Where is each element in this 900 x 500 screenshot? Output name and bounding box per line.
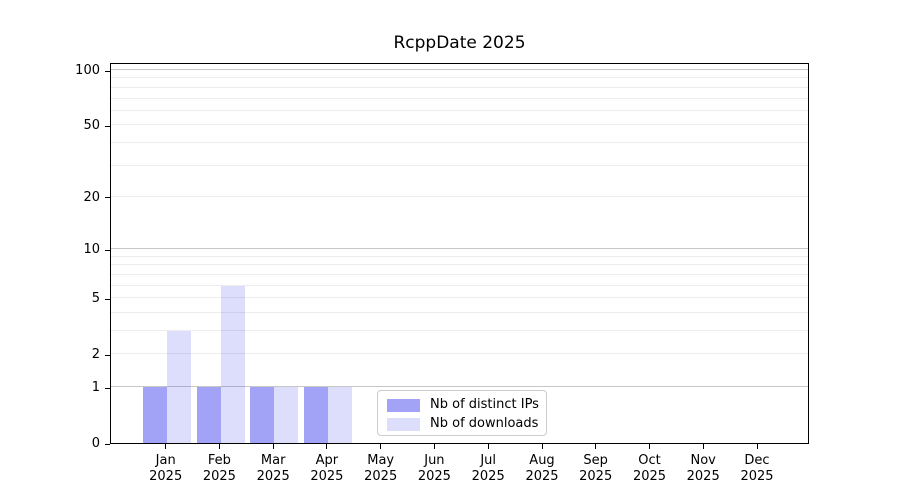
- gridline-minor: [111, 330, 808, 331]
- x-tick-label: Jan 2025: [149, 453, 183, 484]
- gridline-minor: [111, 97, 808, 99]
- x-tick-label: Feb 2025: [202, 453, 236, 484]
- gridline-minor: [111, 297, 808, 299]
- gridline-minor: [111, 311, 808, 313]
- x-tick: [595, 444, 597, 449]
- x-tick-label: Nov 2025: [686, 453, 720, 484]
- gridline-major: [111, 248, 808, 250]
- gridline-minor: [111, 141, 808, 143]
- gridline-minor: [111, 255, 808, 257]
- y-tick-label: 0: [91, 436, 100, 451]
- x-tick: [218, 444, 220, 449]
- gridline-minor: [111, 195, 808, 197]
- gridline-minor: [111, 264, 808, 266]
- x-tick: [756, 444, 758, 449]
- y-tick-label: 10: [83, 242, 100, 258]
- bar-downloads: [274, 387, 299, 443]
- chart-title: RcppDate 2025: [393, 33, 526, 53]
- gridline-minor: [111, 273, 808, 275]
- gridline-minor: [111, 284, 808, 286]
- gridline-major: [111, 69, 808, 70]
- gridline-minor: [111, 86, 808, 88]
- gridline-minor: [111, 77, 808, 79]
- y-tick: [105, 197, 110, 199]
- legend-entry-downloads: Nb of downloads: [378, 416, 546, 432]
- bar-downloads: [327, 387, 352, 443]
- x-tick: [165, 444, 167, 449]
- y-tick: [105, 387, 110, 389]
- x-tick: [433, 444, 435, 449]
- x-tick: [702, 444, 704, 449]
- y-tick-label: 5: [91, 291, 100, 307]
- y-tick-label: 1: [91, 380, 100, 395]
- x-tick: [380, 444, 382, 449]
- y-tick-label: 100: [75, 63, 100, 78]
- y-tick-label: 2: [91, 347, 100, 363]
- x-tick: [541, 444, 543, 449]
- y-tick-label: 20: [83, 189, 100, 205]
- y-tick: [105, 125, 110, 127]
- gridline-minor: [111, 164, 808, 166]
- x-tick-label: Aug 2025: [525, 453, 559, 484]
- gridline-minor: [111, 124, 808, 126]
- legend-swatch-downloads: [387, 418, 420, 431]
- bar-distinct-ips: [250, 387, 275, 443]
- x-tick: [326, 444, 328, 449]
- bar-distinct-ips: [303, 387, 328, 443]
- x-tick-label: Mar 2025: [256, 453, 290, 484]
- legend: Nb of distinct IPs Nb of downloads: [377, 390, 547, 436]
- x-tick-label: Apr 2025: [310, 453, 344, 484]
- gridline-minor: [111, 109, 808, 111]
- bar-downloads: [220, 285, 245, 443]
- y-tick-label: 50: [83, 118, 100, 134]
- legend-swatch-distinct-ips: [387, 399, 420, 412]
- x-tick-label: Oct 2025: [632, 453, 667, 484]
- legend-label-downloads: Nb of downloads: [430, 416, 539, 431]
- bar-downloads: [166, 331, 191, 443]
- y-tick: [105, 354, 110, 356]
- y-tick: [105, 249, 110, 251]
- gridline-major: [111, 386, 808, 387]
- plot-area: [110, 63, 809, 444]
- y-tick: [105, 70, 110, 72]
- y-tick: [105, 298, 110, 300]
- bar-distinct-ips: [142, 387, 167, 443]
- y-tick: [105, 443, 110, 445]
- x-tick-label: Jun 2025: [417, 453, 451, 484]
- x-tick: [487, 444, 489, 449]
- x-tick: [272, 444, 274, 449]
- x-tick: [649, 444, 650, 449]
- x-tick-label: Jul 2025: [471, 453, 505, 484]
- legend-entry-distinct-ips: Nb of distinct IPs: [378, 397, 546, 413]
- gridline-minor: [111, 353, 808, 355]
- x-tick-label: Dec 2025: [740, 453, 774, 484]
- legend-label-distinct-ips: Nb of distinct IPs: [430, 397, 539, 412]
- x-tick-label: Sep 2025: [579, 453, 613, 484]
- x-tick-label: May 2025: [364, 453, 398, 484]
- bar-distinct-ips: [196, 387, 221, 443]
